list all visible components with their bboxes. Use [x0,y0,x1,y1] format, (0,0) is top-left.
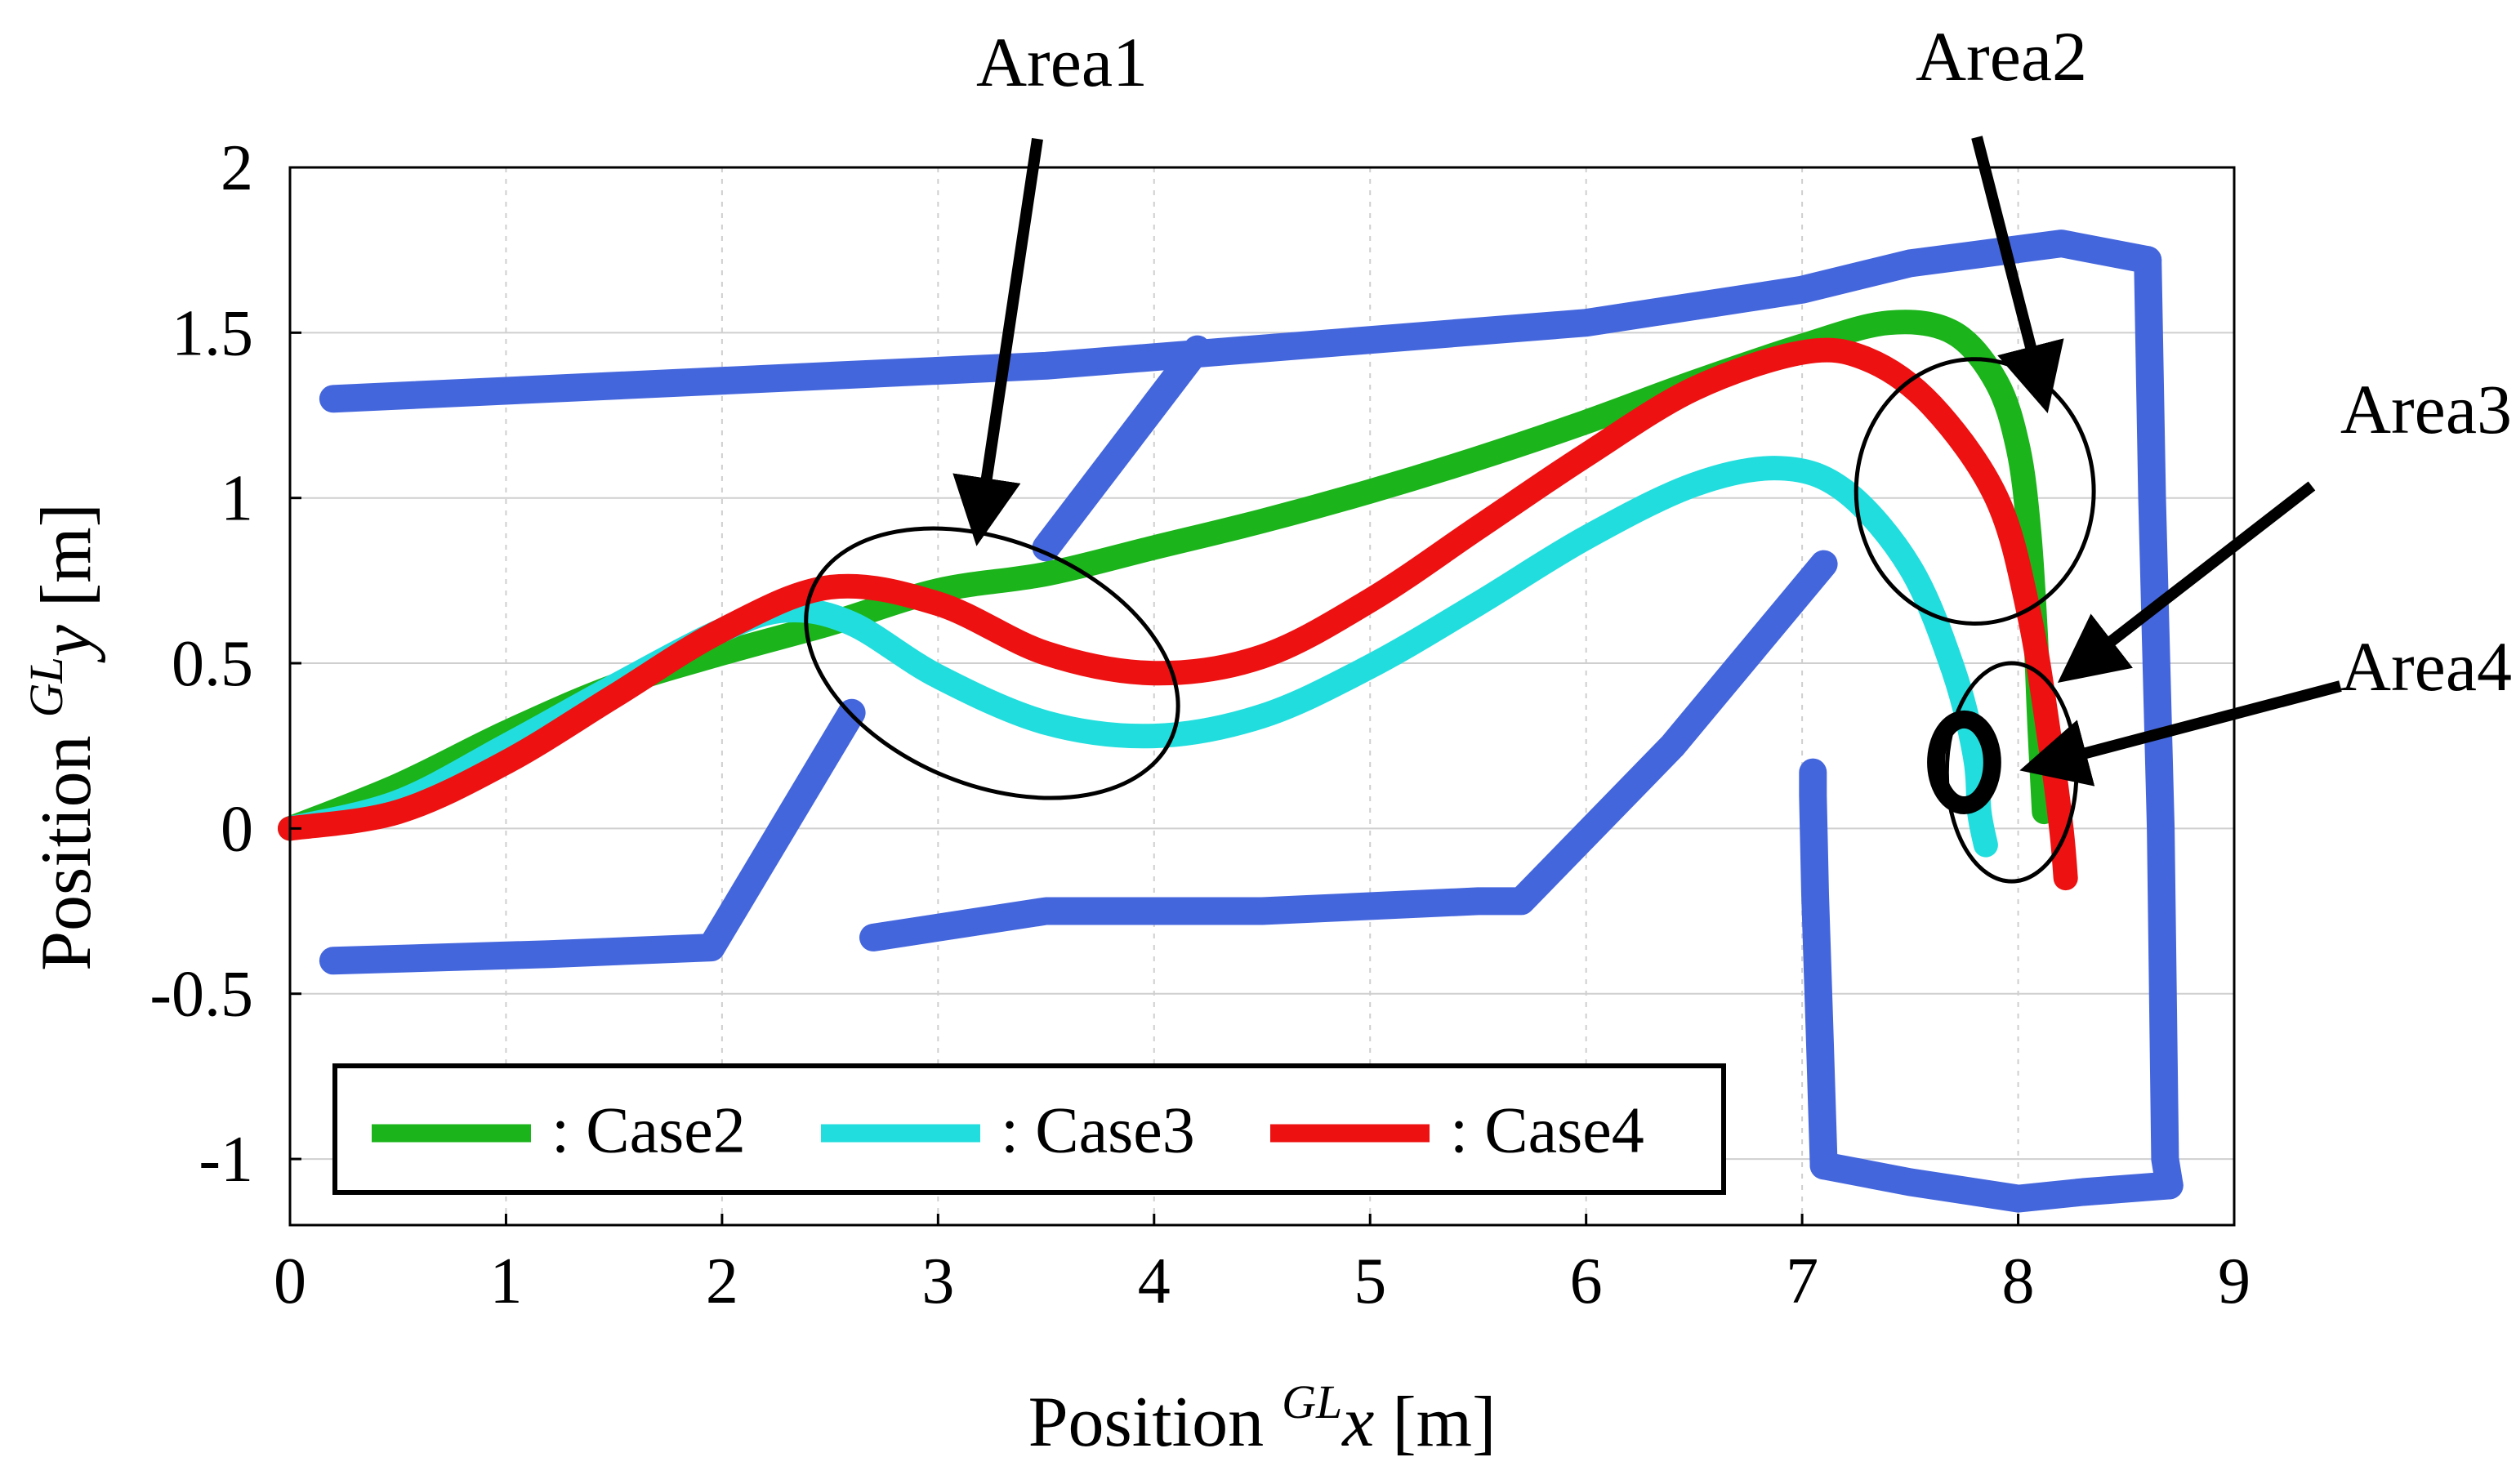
series-layer [278,310,2078,891]
annotation-label-area2: Area2 [1916,17,2087,96]
highlight-ellipse-area1 [804,526,1180,800]
y-tick-label: 0.5 [172,628,253,700]
y-tick-label: 2 [221,132,253,204]
x-tick-label: 4 [1138,1246,1171,1317]
legend-label-case3: : Case3 [1001,1095,1195,1167]
y-axis-label: Position GLy [m] [20,503,106,971]
obstacle-wall-segment [859,550,1838,951]
legend-label-case4: : Case4 [1450,1095,1644,1167]
x-tick-label: 9 [2218,1246,2251,1317]
x-axis-label: Position GLx [m] [1028,1375,1497,1462]
x-tick-label: 5 [1354,1246,1386,1317]
annotation-arrow-area3 [2057,481,2316,684]
x-tick-label: 2 [706,1246,738,1317]
obstacle-wall-segment [319,698,866,975]
x-tick-label: 8 [2002,1246,2035,1317]
x-tick-label: 6 [1570,1246,1603,1317]
annotation-layer: Area1 Area2 Area3 Area4 [952,17,2512,787]
highlight-region-layer [804,357,2096,884]
legend-label-case2: : Case2 [551,1095,746,1167]
y-tick-label: -1 [199,1124,253,1196]
obstacle-wall-segment [1809,1152,2184,1213]
obstacle-wall-segment [319,230,2162,413]
obstacle-wall-segment [1799,758,1838,1180]
y-tick-label: 1 [221,463,253,535]
y-tick-label: 0 [221,793,253,865]
wall-layer [319,230,2184,1213]
tick-layer: 0 1 2 3 4 5 6 7 8 9 -1 -0.5 0 0.5 1 1.5 2 [149,132,2251,1317]
series-line-case4 [278,337,2078,891]
annotation-arrow-area1 [952,137,1043,546]
annotation-label-area1: Area1 [976,23,1148,101]
x-tick-label: 0 [274,1246,306,1317]
plot-frame [288,166,2236,1227]
highlight-ellipse-area4 [1927,710,2001,815]
annotation-arrow-area4 [2019,680,2342,787]
obstacle-wall-segment [2134,246,2184,1200]
x-tick-label: 3 [921,1246,954,1317]
annotation-label-area3: Area3 [2340,370,2512,448]
obstacle-wall-segment [1032,335,1211,562]
annotation-label-area4: Area4 [2340,627,2512,706]
y-tick-label: 1.5 [172,297,253,369]
annotation-arrow-area2 [1971,136,2064,414]
x-tick-label: 7 [1786,1246,1818,1317]
x-tick-label: 1 [489,1246,522,1317]
y-tick-label: -0.5 [149,959,253,1031]
legend-box [332,1063,1726,1195]
highlight-ellipse-area2 [1854,357,2096,626]
legend: : Case2 : Case3 : Case4 [332,1063,1726,1195]
